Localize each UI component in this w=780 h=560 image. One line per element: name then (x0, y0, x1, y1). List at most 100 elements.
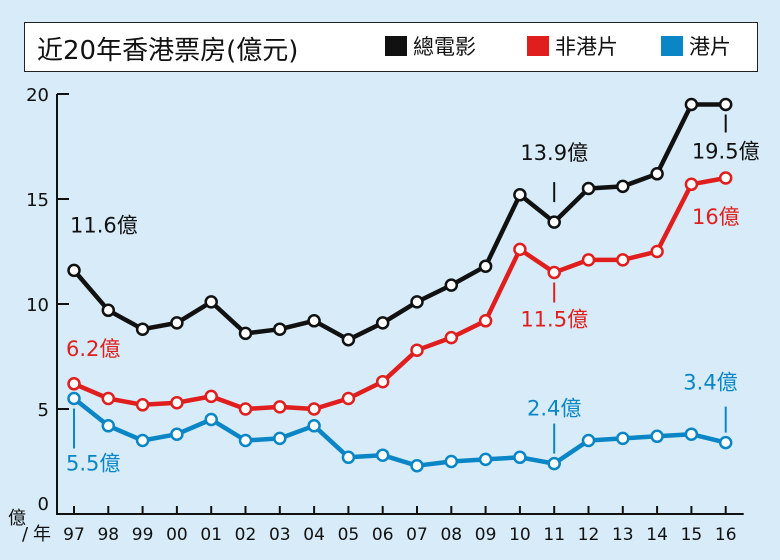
legend-swatch-total (385, 36, 407, 56)
y-tick-label: 20 (26, 85, 49, 106)
data-point (718, 171, 733, 185)
data-point (135, 433, 150, 448)
data-point (135, 322, 150, 336)
series-line-non-hk (73, 175, 727, 412)
data-point (307, 314, 321, 328)
data-point (478, 259, 493, 273)
data-point (67, 377, 81, 391)
x-tick-label: 07 (406, 525, 428, 545)
unit-separator: / (22, 524, 29, 545)
data-point (238, 402, 253, 416)
x-tick-label: 06 (372, 525, 394, 545)
data-point (170, 427, 184, 441)
annotation-label: 16億 (692, 205, 740, 229)
x-tick-label: 01 (200, 525, 222, 545)
data-point (616, 253, 630, 267)
x-tick-label: 05 (338, 525, 360, 545)
data-point (410, 295, 424, 309)
data-point (204, 389, 218, 404)
x-tick-label: 99 (132, 525, 154, 545)
x-tick-label: 11 (543, 525, 565, 545)
data-point (375, 374, 390, 389)
data-point (238, 433, 253, 448)
legend-label-non-hk: 非港片 (555, 35, 618, 59)
series-hk (67, 391, 733, 473)
data-point (718, 97, 733, 112)
data-point (341, 332, 356, 347)
legend-item-total: 總電影 (385, 34, 476, 59)
data-point (341, 450, 356, 465)
data-point (684, 427, 699, 441)
legend-label-hk: 港片 (689, 35, 731, 59)
x-tick-label: 15 (681, 525, 703, 545)
x-tick-label: 08 (440, 525, 462, 545)
legend-item-hk: 港片 (661, 34, 731, 59)
annotation-label: 19.5億 (692, 140, 760, 164)
data-point (513, 450, 527, 465)
annotation-label: 11.5億 (520, 308, 588, 332)
data-point (375, 448, 390, 462)
data-point (204, 412, 218, 427)
data-point (684, 177, 699, 192)
data-point (650, 244, 664, 259)
data-point (135, 398, 150, 412)
data-point (444, 454, 459, 469)
data-point (513, 242, 527, 257)
y-unit-label: 億 (8, 508, 26, 529)
data-point (273, 431, 287, 446)
data-point (547, 265, 561, 280)
data-point (67, 391, 81, 406)
data-point (170, 316, 184, 330)
data-point (478, 452, 493, 467)
series-non-hk (67, 171, 733, 416)
data-point (101, 303, 116, 318)
data-point (547, 215, 561, 229)
legend-swatch-non-hk (527, 36, 549, 56)
annotation-label: 6.2億 (66, 337, 120, 361)
x-tick-label: 03 (269, 525, 291, 545)
series-total (67, 97, 733, 347)
x-tick-label: 12 (578, 525, 600, 545)
annotation-label: 3.4億 (683, 371, 737, 395)
data-point (718, 435, 733, 450)
y-tick-label: 10 (26, 295, 49, 316)
legend-item-non-hk: 非港片 (527, 34, 618, 59)
x-tick-label: 13 (612, 525, 634, 545)
data-point (67, 263, 81, 278)
y-tick-label: 0 (38, 494, 49, 515)
y-tick-label: 15 (26, 190, 49, 211)
data-point (684, 97, 699, 112)
x-tick-label: 97 (63, 525, 85, 545)
data-point (170, 395, 184, 410)
data-point (375, 316, 390, 330)
data-point (307, 402, 321, 416)
legend-label-total: 總電影 (413, 35, 476, 59)
data-point (478, 314, 493, 328)
data-point (616, 431, 630, 446)
data-point (650, 167, 664, 181)
annotation-label: 11.6億 (70, 213, 138, 237)
data-point (581, 181, 596, 196)
x-tick-label: 16 (715, 525, 737, 545)
data-point (238, 326, 253, 341)
x-tick-label: 14 (646, 525, 668, 545)
data-point (513, 188, 527, 202)
x-tick-label: 10 (509, 525, 531, 545)
data-point (410, 458, 424, 473)
x-unit-label: 年 (33, 524, 51, 545)
annotations: 11.6億 13.9億 19.5億 6.2億 11.5億 16億 5.5億 2.4億 3.4億 (66, 114, 760, 476)
data-point (341, 391, 356, 406)
data-point (410, 343, 424, 357)
chart-title: 近20年香港票房(億元) (37, 36, 299, 66)
annotation-label: 5.5億 (66, 452, 120, 476)
data-point (650, 429, 664, 444)
data-point (101, 391, 116, 406)
series-line-total (72, 102, 726, 342)
data-point (616, 179, 630, 194)
legend-swatch-hk (661, 36, 683, 56)
x-tick-label: 09 (475, 525, 497, 545)
annotation-label: 13.9億 (520, 141, 588, 165)
